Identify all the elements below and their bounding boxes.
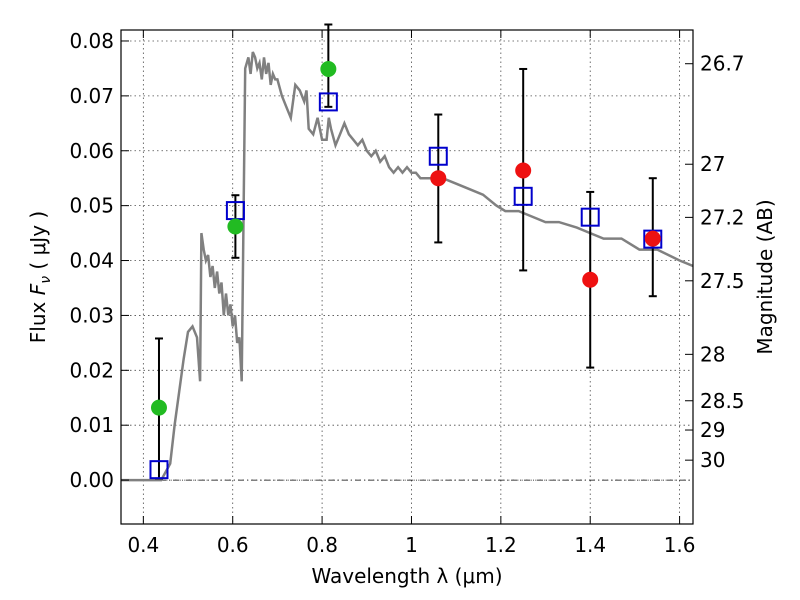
- magnitude-tick-label: 29: [700, 418, 725, 442]
- model-flux-square: [149, 460, 169, 480]
- y-tick-label: 0.04: [69, 249, 114, 273]
- axis-ticks: 0.4 0.6 0.8 1 1.2 1.4 1.6 0.00 0.01 0.02 0.03 0.04 0…: [69, 29, 744, 557]
- observed-flux-point: [150, 399, 167, 416]
- y-tick-label: 0.06: [69, 139, 114, 163]
- observed-flux-point: [430, 170, 447, 187]
- y-axis-title-unit: ( μJy ): [26, 211, 50, 276]
- magnitude-tick-label: 30: [700, 448, 725, 472]
- y-axis-title: Flux Fν ( μJy ): [26, 211, 54, 343]
- x-tick-label: 0.8: [306, 533, 338, 557]
- y-axis-title-subscript: ν: [38, 276, 54, 284]
- y-tick-label: 0.03: [69, 303, 114, 327]
- plot-area: [121, 51, 693, 482]
- y-tick-label: 0.05: [69, 194, 114, 218]
- observed-flux-point: [320, 60, 337, 77]
- magnitude-tick-label: 26.7: [700, 52, 745, 76]
- x-tick-label: 1: [405, 533, 418, 557]
- magnitude-tick-label: 27.5: [700, 269, 745, 293]
- plot-frame: [120, 29, 694, 525]
- model-spectrum-line: [121, 51, 693, 482]
- x-tick-label: 1.4: [574, 533, 606, 557]
- observed-flux-point: [644, 230, 661, 247]
- y-axis-title-symbol: F: [26, 283, 50, 295]
- y-tick-label: 0.01: [69, 413, 114, 437]
- model-flux-square: [580, 207, 600, 227]
- model-flux-square: [428, 146, 448, 166]
- y-tick-label: 0.08: [69, 29, 114, 53]
- observed-flux-point: [227, 218, 244, 235]
- model-flux-square: [318, 92, 338, 112]
- x-tick-label: 0.4: [127, 533, 159, 557]
- y-tick-label: 0.00: [69, 468, 114, 492]
- x-tick-label: 1.2: [485, 533, 517, 557]
- model-flux-square: [513, 186, 533, 206]
- x-axis-title: Wavelength λ (μm): [311, 564, 502, 588]
- magnitude-tick-label: 27: [700, 152, 725, 176]
- magnitude-tick-label: 28: [700, 342, 725, 366]
- y-tick-label: 0.07: [69, 84, 114, 108]
- observed-flux-point: [582, 271, 599, 288]
- magnitude-tick-label: 28.5: [700, 389, 745, 413]
- y-axis-title-prefix: Flux: [26, 295, 50, 343]
- data-marks: [149, 23, 663, 480]
- x-tick-label: 1.6: [664, 533, 696, 557]
- x-tick-label: 0.6: [217, 533, 249, 557]
- magnitude-axis-title: Magnitude (AB): [753, 199, 777, 354]
- observed-flux-point: [515, 162, 532, 179]
- y-tick-label: 0.02: [69, 358, 114, 382]
- magnitude-tick-label: 27.2: [700, 205, 745, 229]
